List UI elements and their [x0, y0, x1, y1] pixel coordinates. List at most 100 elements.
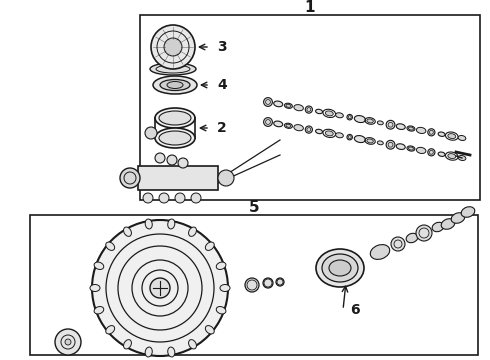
Ellipse shape — [220, 284, 230, 292]
Circle shape — [150, 278, 170, 298]
Circle shape — [305, 106, 313, 113]
Ellipse shape — [274, 121, 283, 127]
Ellipse shape — [377, 141, 383, 145]
Circle shape — [276, 278, 284, 286]
Circle shape — [416, 225, 432, 241]
Ellipse shape — [377, 121, 383, 125]
Ellipse shape — [448, 134, 456, 139]
Text: 4: 4 — [217, 78, 227, 92]
Ellipse shape — [316, 109, 322, 114]
Ellipse shape — [396, 144, 405, 149]
Circle shape — [264, 118, 272, 126]
Circle shape — [178, 158, 188, 168]
Ellipse shape — [448, 154, 456, 158]
Ellipse shape — [90, 284, 100, 292]
Circle shape — [263, 278, 273, 288]
Ellipse shape — [286, 104, 291, 107]
Ellipse shape — [316, 249, 364, 287]
Ellipse shape — [150, 63, 196, 75]
Circle shape — [386, 120, 395, 129]
Ellipse shape — [145, 219, 152, 229]
Text: 3: 3 — [217, 40, 227, 54]
Ellipse shape — [106, 242, 115, 251]
Circle shape — [155, 153, 165, 163]
Circle shape — [305, 126, 313, 133]
Ellipse shape — [294, 125, 303, 131]
Circle shape — [145, 127, 157, 139]
Ellipse shape — [409, 147, 414, 150]
Ellipse shape — [409, 127, 414, 130]
Ellipse shape — [441, 219, 455, 229]
Ellipse shape — [367, 139, 373, 143]
Ellipse shape — [329, 260, 351, 276]
Text: 5: 5 — [249, 201, 259, 216]
Ellipse shape — [94, 306, 104, 314]
Ellipse shape — [145, 347, 152, 357]
Circle shape — [428, 149, 435, 156]
Ellipse shape — [406, 233, 418, 243]
Ellipse shape — [123, 339, 131, 349]
Circle shape — [218, 170, 234, 186]
Circle shape — [92, 220, 228, 356]
Ellipse shape — [155, 128, 195, 148]
Ellipse shape — [189, 227, 196, 237]
Ellipse shape — [168, 347, 175, 357]
Ellipse shape — [461, 207, 475, 217]
Ellipse shape — [316, 129, 322, 134]
Circle shape — [391, 237, 405, 251]
Ellipse shape — [416, 147, 426, 153]
Circle shape — [120, 168, 140, 188]
Ellipse shape — [354, 136, 366, 143]
Circle shape — [245, 278, 259, 292]
Circle shape — [151, 25, 195, 69]
Ellipse shape — [94, 262, 104, 270]
Ellipse shape — [438, 132, 445, 136]
Circle shape — [264, 98, 272, 107]
Ellipse shape — [370, 244, 390, 260]
Ellipse shape — [167, 81, 183, 89]
Ellipse shape — [216, 306, 226, 314]
Ellipse shape — [336, 113, 343, 118]
Circle shape — [347, 134, 352, 140]
Ellipse shape — [123, 227, 131, 237]
Ellipse shape — [336, 133, 343, 138]
Ellipse shape — [451, 213, 465, 223]
Text: 2: 2 — [217, 121, 227, 135]
Ellipse shape — [159, 131, 191, 145]
Bar — [140, 15, 480, 200]
Text: 6: 6 — [350, 303, 360, 317]
Ellipse shape — [153, 76, 197, 94]
Ellipse shape — [106, 325, 115, 334]
Circle shape — [65, 339, 71, 345]
Bar — [30, 215, 478, 355]
Ellipse shape — [367, 119, 373, 123]
Ellipse shape — [274, 101, 283, 107]
Text: 1: 1 — [305, 0, 315, 15]
Circle shape — [167, 155, 177, 165]
Ellipse shape — [354, 116, 366, 122]
Ellipse shape — [325, 111, 333, 116]
Ellipse shape — [286, 124, 291, 127]
Circle shape — [143, 193, 153, 203]
Ellipse shape — [438, 152, 445, 156]
Circle shape — [175, 193, 185, 203]
Ellipse shape — [416, 127, 426, 134]
Circle shape — [347, 114, 352, 120]
Circle shape — [191, 193, 201, 203]
Ellipse shape — [205, 242, 214, 251]
Ellipse shape — [160, 80, 190, 90]
Ellipse shape — [325, 131, 333, 136]
Ellipse shape — [322, 254, 358, 282]
Bar — [138, 166, 218, 190]
Ellipse shape — [216, 262, 226, 270]
Ellipse shape — [159, 111, 191, 125]
Ellipse shape — [458, 135, 466, 140]
Circle shape — [159, 193, 169, 203]
Circle shape — [164, 38, 182, 56]
Ellipse shape — [168, 219, 175, 229]
Ellipse shape — [155, 108, 195, 128]
Ellipse shape — [205, 325, 214, 334]
Ellipse shape — [432, 222, 444, 232]
Circle shape — [386, 140, 395, 149]
Circle shape — [428, 129, 435, 136]
